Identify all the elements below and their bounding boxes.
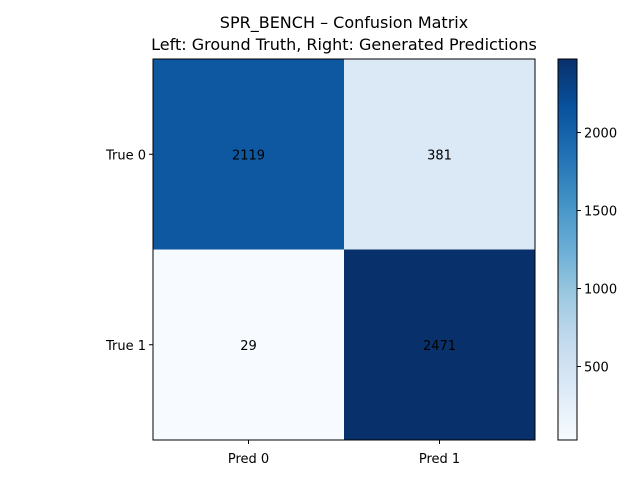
colorbar-tick-label: 1000 [584,283,617,298]
chart-subtitle: Left: Ground Truth, Right: Generated Pre… [151,35,537,54]
plot-frame [152,58,536,441]
chart-title: SPR_BENCH – Confusion Matrix [220,13,468,33]
y-tick-label: True 0 [105,148,146,163]
y-tick-label: True 1 [105,339,146,354]
cell-value-label: 29 [240,339,257,354]
colorbar-tick-label: 500 [584,361,609,376]
colorbar-ticks: 500 1000 1500 2000 [577,126,617,376]
x-tick-label: Pred 0 [228,452,269,467]
heatmap-cell-r1-c0 [153,249,344,440]
heatmap-cells: 2119 381 29 2471 [153,59,535,440]
cell-value-label: 2471 [423,339,456,354]
colorbar [557,58,578,441]
heatmap-cell-r1-c1 [344,249,535,440]
cell-value-label: 2119 [232,148,265,163]
x-tick-label: Pred 1 [419,452,460,467]
heatmap-axes: True 0 True 1 Pred 0 Pred 1 [105,148,460,467]
heatmap-cell-r0-c0 [153,59,344,250]
colorbar-tick-label: 2000 [584,126,617,141]
colorbar-tick-label: 1500 [584,204,617,219]
heatmap-cell-r0-c1 [344,59,535,250]
cell-value-label: 381 [427,148,452,163]
